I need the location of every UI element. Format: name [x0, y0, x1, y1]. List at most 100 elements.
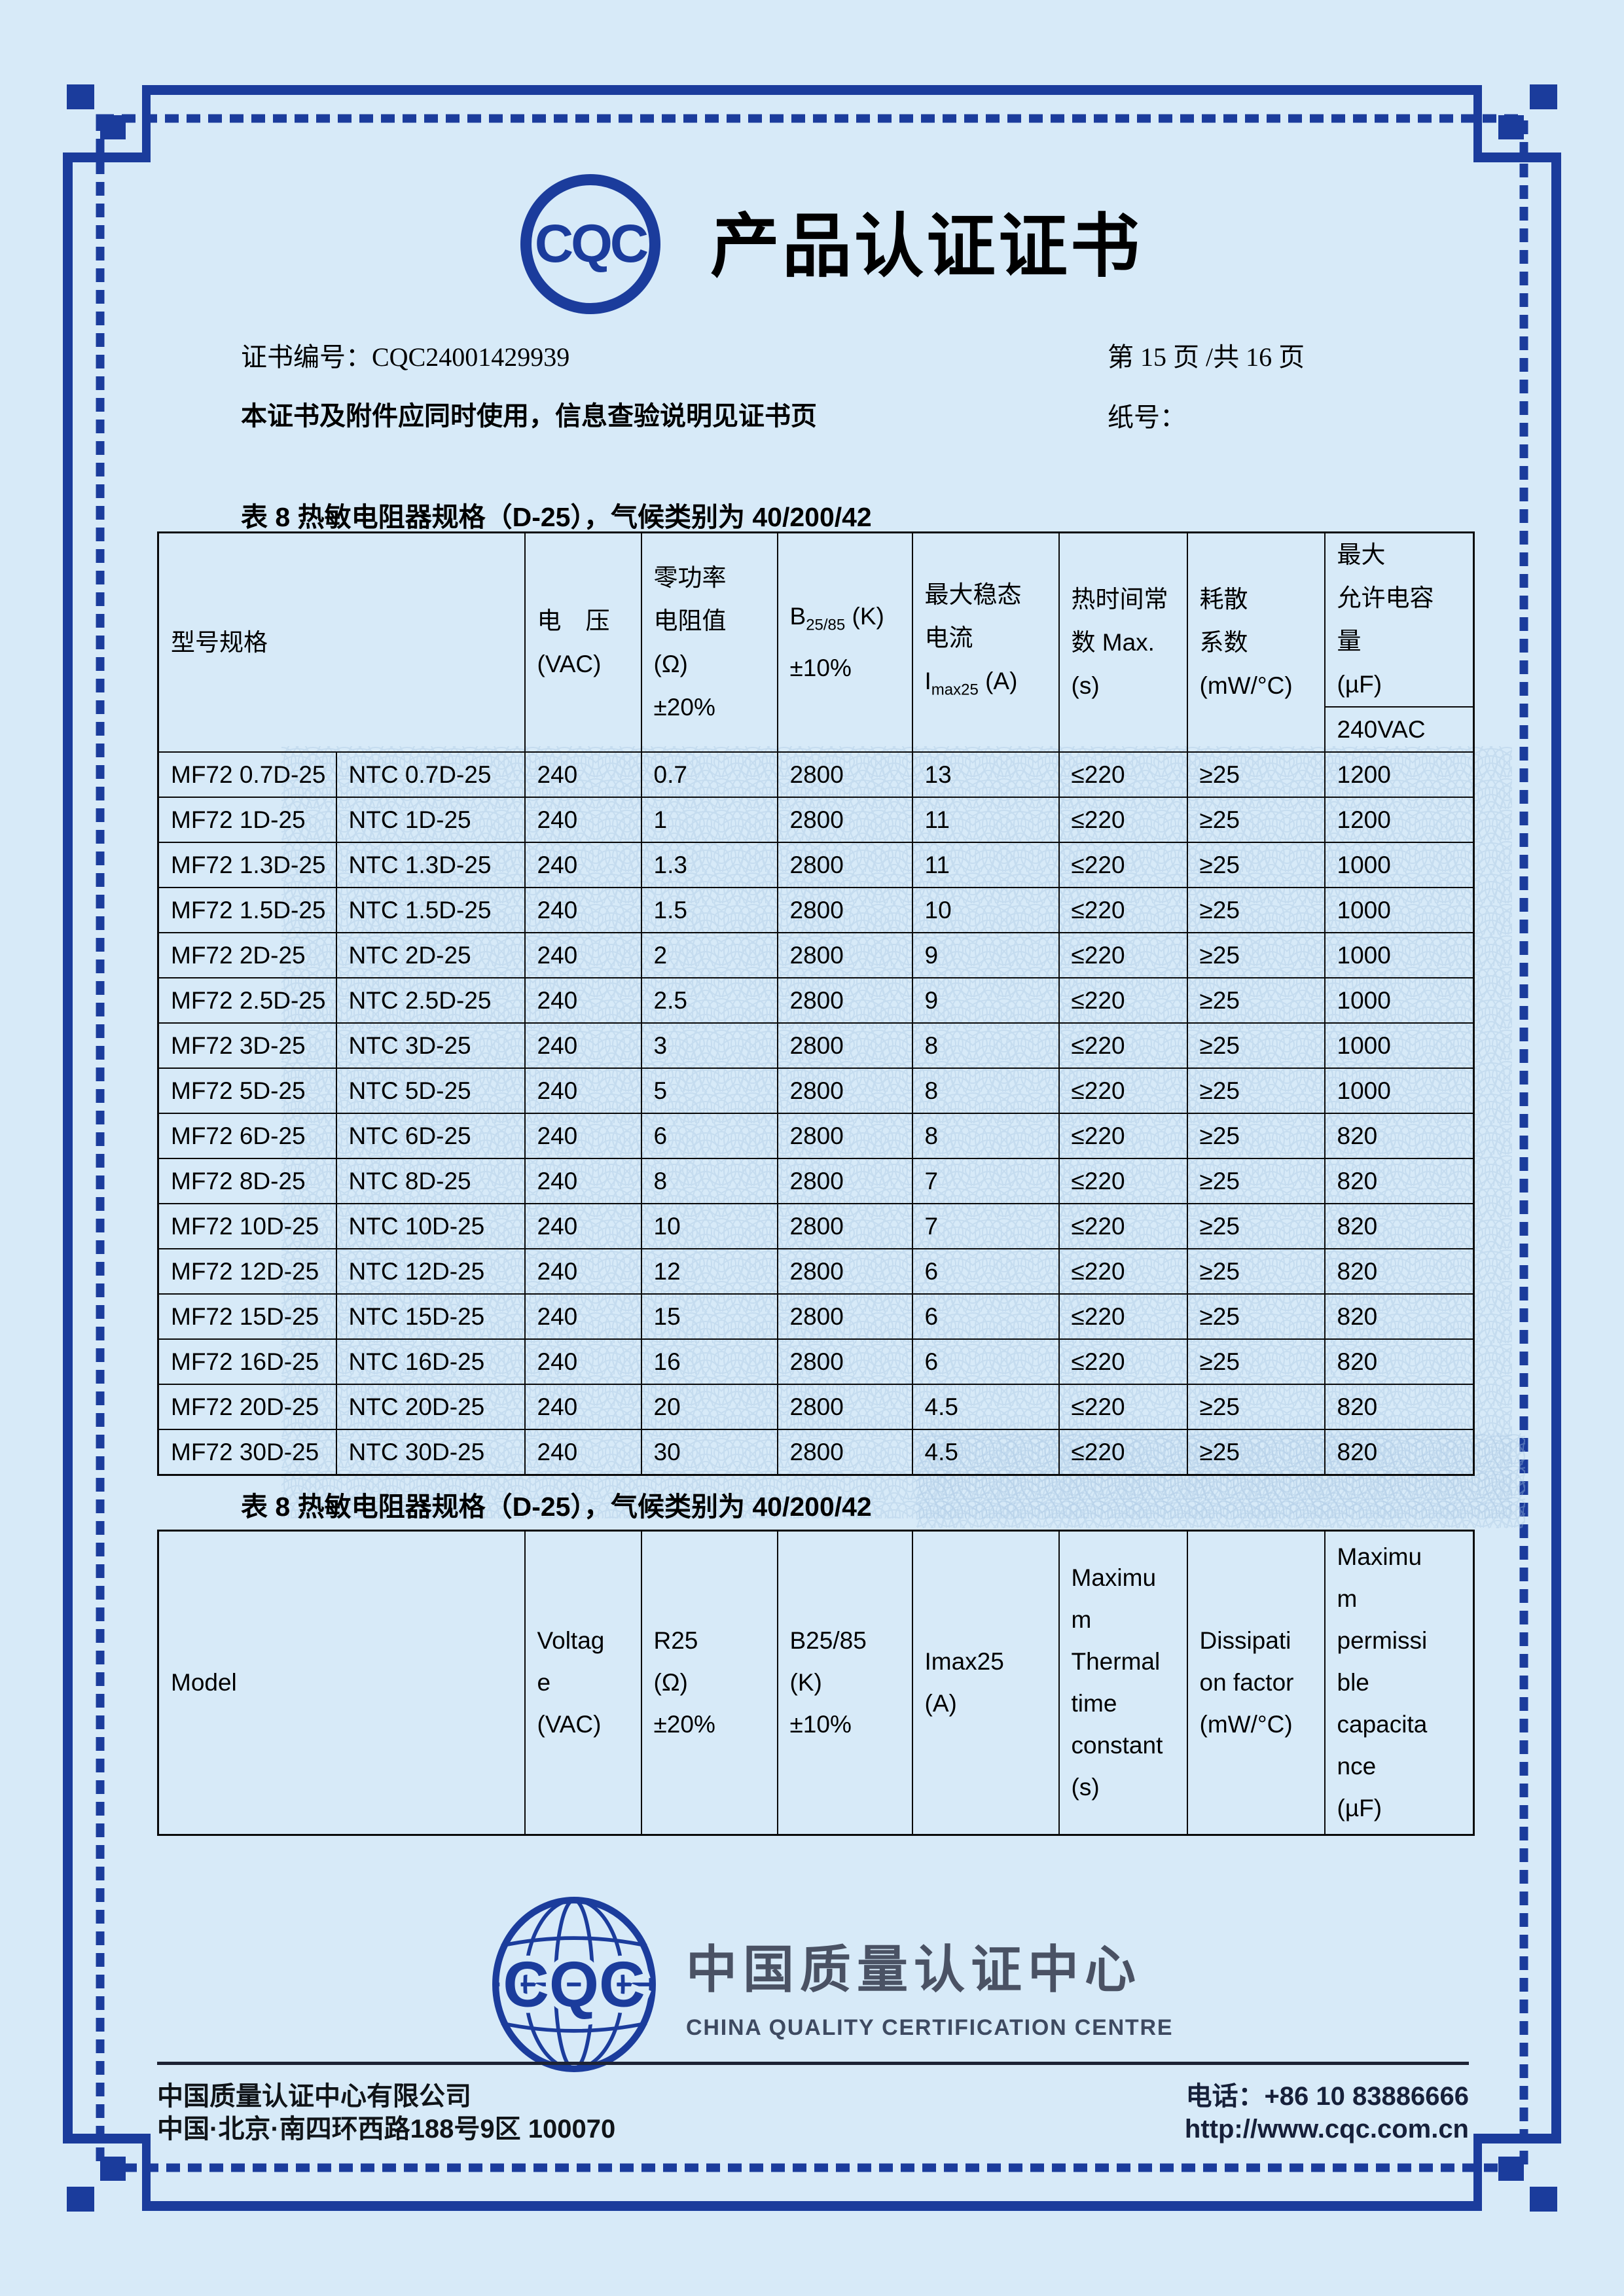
col-header-b2585-en: B25/85 (K) ±10% [776, 1530, 913, 1836]
imax-cell: 6 [911, 1248, 1060, 1295]
capacitance-cell: 1200 [1324, 797, 1475, 843]
voltage-cell: 240 [524, 887, 642, 933]
capacitance-cell: 1000 [1324, 842, 1475, 888]
thermal-constant-cell: ≤220 [1058, 1022, 1188, 1069]
thermal-constant-cell: ≤220 [1058, 1429, 1188, 1476]
r25-cell: 15 [640, 1293, 778, 1340]
imax-cell: 10 [911, 887, 1060, 933]
b2585-cell: 2800 [776, 1203, 913, 1249]
voltage-cell: 240 [524, 1384, 642, 1430]
spec-table-cn: 型号规格 电 压 (VAC) 零功率 电阻值 (Ω) ±20% B25/85 (… [157, 531, 1475, 1476]
capacitance-cell: 1000 [1324, 1067, 1475, 1114]
imax-cell: 9 [911, 932, 1060, 978]
thermal-constant-cell: ≤220 [1058, 751, 1188, 798]
dissipation-cell: ≥25 [1186, 977, 1326, 1024]
table-row: MF72 1.3D-25 NTC 1.3D-25 240 1.3 2800 11… [157, 842, 1475, 888]
imax-cell: 11 [911, 842, 1060, 888]
voltage-cell: 240 [524, 977, 642, 1024]
dissipation-cell: ≥25 [1186, 1158, 1326, 1204]
table2-title: 表 8 热敏电阻器规格（D-25），气候类别为 40/200/42 [241, 1492, 872, 1522]
model-mf72-cell: MF72 2D-25 [157, 932, 337, 978]
imax-cell: 4.5 [911, 1384, 1060, 1430]
imax-cell: 8 [911, 1022, 1060, 1069]
paper-number-label: 纸号： [1108, 403, 1186, 432]
model-mf72-cell: MF72 16D-25 [157, 1338, 337, 1385]
thermal-constant-cell: ≤220 [1058, 797, 1188, 843]
model-ntc-cell: NTC 8D-25 [335, 1158, 526, 1204]
voltage-cell: 240 [524, 1293, 642, 1340]
model-mf72-cell: MF72 1.3D-25 [157, 842, 337, 888]
voltage-cell: 240 [524, 932, 642, 978]
spec-table-en: Model Voltag e (VAC) R25 (Ω) ±20% B25/85… [157, 1530, 1475, 1836]
table-row: Model Voltag e (VAC) R25 (Ω) ±20% B25/85… [157, 1530, 1475, 1836]
dissipation-cell: ≥25 [1186, 932, 1326, 978]
col-header-capacitance: 最大 允许电容 量 (µF) [1324, 531, 1475, 708]
b2585-cell: 2800 [776, 1022, 913, 1069]
table1-title: 表 8 热敏电阻器规格（D-25），气候类别为 40/200/42 [241, 502, 872, 532]
voltage-cell: 240 [524, 1067, 642, 1114]
capacitance-cell: 820 [1324, 1338, 1475, 1385]
table-row: MF72 2D-25 NTC 2D-25 240 2 2800 9 ≤220 ≥… [157, 932, 1475, 978]
certificate-number-line: 证书编号：CQC24001429939 [241, 342, 569, 373]
b2585-cell: 2800 [776, 887, 913, 933]
model-mf72-cell: MF72 3D-25 [157, 1022, 337, 1069]
thermal-constant-cell: ≤220 [1058, 1248, 1188, 1295]
imax-cell: 4.5 [911, 1429, 1060, 1476]
thermal-constant-cell: ≤220 [1058, 1113, 1188, 1159]
r25-cell: 30 [640, 1429, 778, 1476]
dissipation-cell: ≥25 [1186, 751, 1326, 798]
b2585-cell: 2800 [776, 1384, 913, 1430]
model-mf72-cell: MF72 8D-25 [157, 1158, 337, 1204]
imax-cell: 11 [911, 797, 1060, 843]
usage-note: 本证书及附件应同时使用，信息查验说明见证书页 [241, 402, 817, 431]
capacitance-cell: 820 [1324, 1113, 1475, 1159]
col-header-voltage: 电 压 (VAC) [524, 531, 642, 753]
footer-phone: 电话：+86 10 83886666 [1185, 2082, 1469, 2111]
dissipation-cell: ≥25 [1186, 1067, 1326, 1114]
model-ntc-cell: NTC 3D-25 [335, 1022, 526, 1069]
table-row: MF72 2.5D-25 NTC 2.5D-25 240 2.5 2800 9 … [157, 977, 1475, 1024]
certificate-number: CQC24001429939 [372, 342, 570, 372]
col-header-thermal-constant-en: Maximu m Thermal time constant (s) [1058, 1530, 1188, 1836]
table-row: MF72 15D-25 NTC 15D-25 240 15 2800 6 ≤22… [157, 1293, 1475, 1340]
col-header-thermal-constant: 热时间常 数 Max. (s) [1058, 531, 1188, 753]
col-header-r25: 零功率 电阻值 (Ω) ±20% [640, 531, 778, 753]
dissipation-cell: ≥25 [1186, 1429, 1326, 1476]
b2585-cell: 2800 [776, 842, 913, 888]
model-ntc-cell: NTC 30D-25 [335, 1429, 526, 1476]
model-mf72-cell: MF72 20D-25 [157, 1384, 337, 1430]
capacitance-cell: 820 [1324, 1429, 1475, 1476]
model-mf72-cell: MF72 2.5D-25 [157, 977, 337, 1024]
thermal-constant-cell: ≤220 [1058, 842, 1188, 888]
b2585-cell: 2800 [776, 1338, 913, 1385]
voltage-cell: 240 [524, 1429, 642, 1476]
col-header-capacitance-en: Maximu m permissi ble capacita nce (µF) [1324, 1530, 1475, 1836]
b2585-cell: 2800 [776, 797, 913, 843]
table-row: MF72 12D-25 NTC 12D-25 240 12 2800 6 ≤22… [157, 1248, 1475, 1295]
model-mf72-cell: MF72 5D-25 [157, 1067, 337, 1114]
col-header-r25-en: R25 (Ω) ±20% [640, 1530, 778, 1836]
dissipation-cell: ≥25 [1186, 1113, 1326, 1159]
cqc-globe-icon: CQC [492, 1897, 656, 2072]
model-mf72-cell: MF72 10D-25 [157, 1203, 337, 1249]
b2585-cell: 2800 [776, 1113, 913, 1159]
imax-cell: 8 [911, 1113, 1060, 1159]
table-row: MF72 3D-25 NTC 3D-25 240 3 2800 8 ≤220 ≥… [157, 1022, 1475, 1069]
voltage-cell: 240 [524, 1203, 642, 1249]
table-row: MF72 0.7D-25 NTC 0.7D-25 240 0.7 2800 13… [157, 751, 1475, 798]
footer-logo: CQC 中国质量认证中心 CHINA QUALITY CERTIFICATION… [490, 1897, 1173, 2072]
b2585-cell: 2800 [776, 1067, 913, 1114]
thermal-constant-cell: ≤220 [1058, 1067, 1188, 1114]
thermal-constant-cell: ≤220 [1058, 1158, 1188, 1204]
col-header-voltage-en: Voltag e (VAC) [524, 1530, 642, 1836]
capacitance-cell: 1000 [1324, 887, 1475, 933]
thermal-constant-cell: ≤220 [1058, 1384, 1188, 1430]
capacitance-cell: 1000 [1324, 1022, 1475, 1069]
certificate-number-label: 证书编号： [241, 342, 372, 372]
table-row: MF72 16D-25 NTC 16D-25 240 16 2800 6 ≤22… [157, 1338, 1475, 1385]
model-ntc-cell: NTC 5D-25 [335, 1067, 526, 1114]
footer-contact-block: 电话：+86 10 83886666 http://www.cqc.com.cn [1185, 2080, 1469, 2145]
dissipation-cell: ≥25 [1186, 1022, 1326, 1069]
col-header-model: 型号规格 [157, 531, 526, 753]
imax-cell: 7 [911, 1158, 1060, 1204]
